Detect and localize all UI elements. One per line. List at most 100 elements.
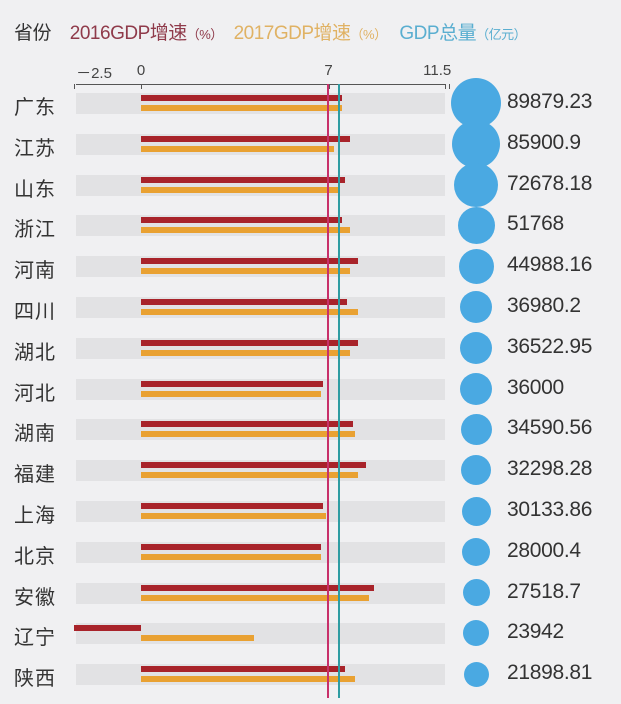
province-label: 安徽 bbox=[14, 586, 56, 609]
gdp-bubble bbox=[462, 537, 490, 566]
province-label: 湖北 bbox=[14, 341, 56, 364]
reference-line-7 bbox=[327, 84, 329, 698]
bar-2017-growth bbox=[141, 513, 326, 519]
bar-2017-growth bbox=[141, 594, 369, 601]
x-axis-tick-label: 0 bbox=[136, 62, 146, 79]
province-row: 北京 28000.4 bbox=[0, 537, 621, 582]
province-row: 福建 32298.28 bbox=[0, 455, 621, 500]
bar-2016-growth bbox=[141, 666, 345, 673]
province-row: 湖北 36522.95 bbox=[0, 331, 621, 378]
gdp-value: 21898.81 bbox=[507, 661, 593, 685]
gdp-value: 36522.95 bbox=[507, 334, 593, 358]
gdp-bubble bbox=[463, 661, 489, 687]
gdp-value: 36000 bbox=[507, 375, 564, 399]
bar-2017-growth bbox=[141, 227, 351, 234]
x-axis-line bbox=[76, 84, 445, 85]
x-axis-tick-label: －2.5 bbox=[76, 65, 112, 82]
gdp-value: 44988.16 bbox=[507, 253, 593, 277]
province-row: 浙江 51768 bbox=[0, 206, 621, 255]
x-axis-tick bbox=[449, 84, 450, 89]
bar-2017-growth bbox=[141, 635, 254, 642]
gdp-value: 23942 bbox=[507, 620, 564, 644]
bar-2017-growth bbox=[141, 390, 321, 397]
bar-2017-growth bbox=[141, 186, 340, 193]
province-row: 江苏 85900.9 bbox=[0, 119, 621, 174]
bar-2016-growth bbox=[141, 462, 367, 469]
x-axis-tick-label: 11.5 bbox=[423, 62, 452, 79]
gdp-bubble bbox=[460, 372, 492, 405]
bar-2016-growth bbox=[141, 258, 359, 265]
province-row: 河北 36000 bbox=[0, 372, 621, 419]
bar-2017-growth bbox=[141, 145, 334, 152]
province-label: 湖南 bbox=[14, 423, 56, 446]
province-label: 福建 bbox=[14, 464, 56, 487]
province-row: 湖南 34590.56 bbox=[0, 413, 621, 459]
bar-2016-growth bbox=[141, 543, 321, 550]
gdp-bubble bbox=[452, 119, 500, 168]
gdp-bubble bbox=[460, 291, 492, 323]
province-label: 浙江 bbox=[14, 219, 56, 242]
bar-2016-growth bbox=[74, 625, 141, 632]
gdp-value: 30133.86 bbox=[507, 498, 593, 521]
gdp-value: 72678.18 bbox=[507, 171, 593, 195]
bar-2016-growth bbox=[141, 299, 348, 305]
legend-2017-unit: （%） bbox=[350, 27, 388, 42]
bar-2017-growth bbox=[141, 472, 359, 479]
bar-2017-growth bbox=[141, 105, 342, 111]
province-label: 辽宁 bbox=[14, 627, 56, 650]
gdp-value: 28000.4 bbox=[507, 538, 581, 562]
x-axis-tick bbox=[74, 84, 75, 89]
bar-2016-growth bbox=[141, 421, 353, 428]
bar-2017-growth bbox=[141, 676, 356, 683]
gdp-bubble bbox=[451, 78, 501, 128]
province-row: 安徽 27518.7 bbox=[0, 579, 621, 623]
province-label: 广东 bbox=[14, 97, 56, 119]
gdp-value: 85900.9 bbox=[507, 130, 581, 154]
header-province: 省份 bbox=[14, 23, 52, 44]
province-label: 山东 bbox=[14, 178, 56, 201]
province-row: 陕西 21898.81 bbox=[0, 661, 621, 704]
province-label: 四川 bbox=[14, 301, 56, 323]
province-row: 山东 72678.18 bbox=[0, 162, 621, 215]
bar-2016-growth bbox=[141, 135, 351, 142]
gdp-value: 34590.56 bbox=[507, 416, 593, 440]
gdp-bubble bbox=[458, 248, 494, 284]
legend-2017-label: 2017GDP增速 bbox=[233, 23, 351, 44]
x-axis-tick bbox=[141, 84, 142, 89]
province-label: 上海 bbox=[14, 505, 56, 527]
bar-2017-growth bbox=[141, 309, 359, 315]
province-label: 河南 bbox=[14, 260, 56, 283]
bar-2016-growth bbox=[141, 176, 345, 183]
x-axis-tick-label: 7 bbox=[324, 62, 333, 79]
gdp-value: 51768 bbox=[507, 212, 564, 236]
legend-2016-growth: 2016GDP增速（%） bbox=[70, 18, 224, 45]
gdp-bubble bbox=[462, 579, 490, 607]
gdp-value: 27518.7 bbox=[507, 579, 581, 603]
x-axis-tick bbox=[445, 84, 446, 89]
gdp-bubble bbox=[457, 206, 495, 244]
bar-2016-growth bbox=[141, 584, 375, 591]
province-row: 四川 36980.2 bbox=[0, 291, 621, 337]
province-label: 江苏 bbox=[14, 137, 56, 160]
gdp-bubble bbox=[463, 620, 489, 647]
gdp-bubble bbox=[460, 413, 492, 445]
bar-2017-growth bbox=[141, 268, 351, 275]
bar-2016-growth bbox=[141, 503, 324, 509]
gdp-value: 89879.23 bbox=[507, 90, 593, 113]
province-label: 北京 bbox=[14, 545, 56, 568]
legend-gdp-label: GDP总量 bbox=[399, 23, 477, 44]
legend-2017-growth: 2017GDP增速（%） bbox=[233, 18, 388, 45]
bar-2016-growth bbox=[141, 217, 342, 224]
gdp-bubble bbox=[454, 162, 498, 207]
province-label: 河北 bbox=[14, 382, 56, 405]
gdp-bubble bbox=[461, 455, 491, 486]
gdp-bubble bbox=[461, 496, 491, 526]
gdp-value: 32298.28 bbox=[507, 457, 593, 481]
bar-2017-growth bbox=[141, 553, 321, 560]
province-row: 河南 44988.16 bbox=[0, 248, 621, 296]
gdp-bubble bbox=[460, 331, 492, 364]
reference-line-teal bbox=[338, 84, 340, 698]
bar-2017-growth bbox=[141, 431, 356, 438]
chart-legend-header: 省份 2016GDP增速（%） 2017GDP增速（%） GDP总量（亿元） bbox=[14, 18, 527, 48]
bar-2017-growth bbox=[141, 349, 351, 356]
